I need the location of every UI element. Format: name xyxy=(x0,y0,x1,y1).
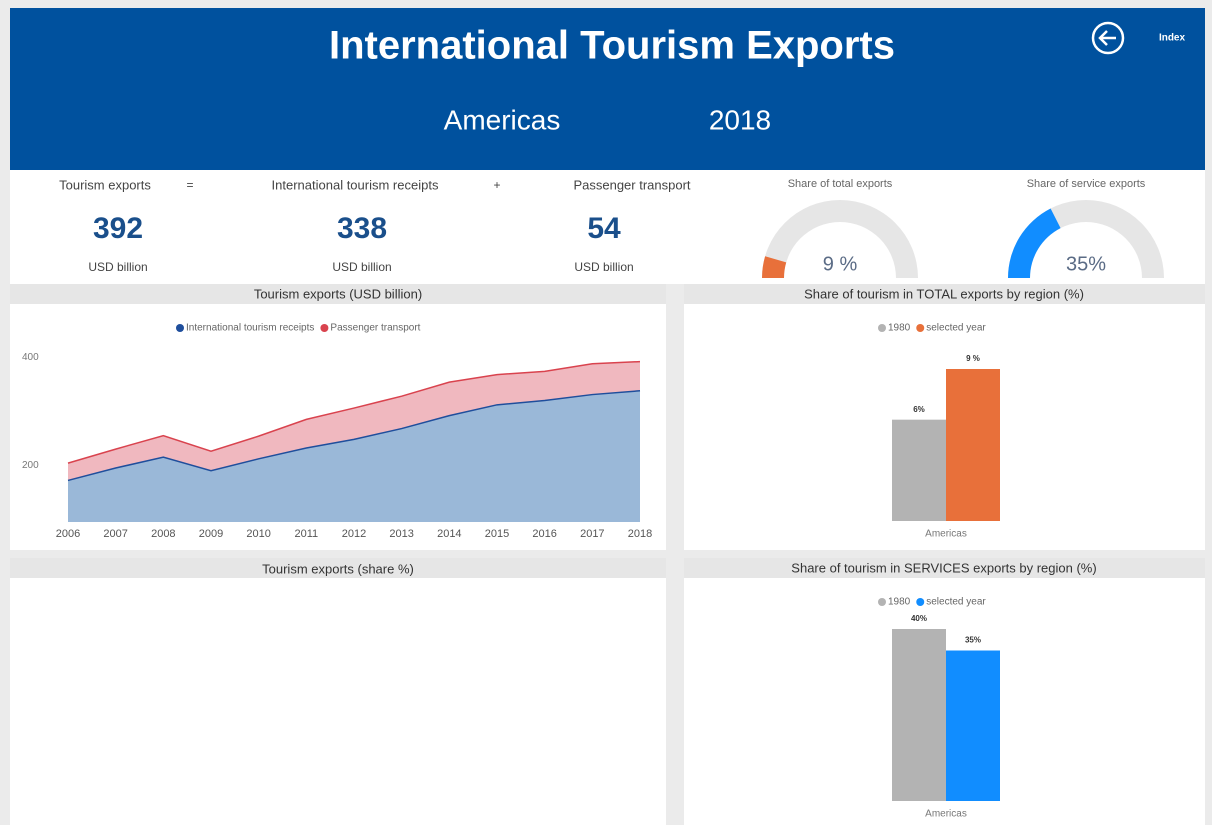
gauge-value: 9 % xyxy=(823,253,858,275)
x-tick-label: 2016 xyxy=(532,528,556,540)
kpi-value: 338 xyxy=(337,212,387,245)
panel-title: Share of tourism in SERVICES exports by … xyxy=(791,560,1096,575)
x-tick-label: 2018 xyxy=(628,528,652,540)
line xyxy=(67,390,641,482)
legend-marker xyxy=(176,324,184,332)
x-tick-label: 2006 xyxy=(56,528,80,540)
kpi-unit: USD billion xyxy=(88,260,147,274)
x-tick-label: Americas xyxy=(925,809,967,820)
x-tick-label: 2012 xyxy=(342,528,366,540)
x-tick-label: 2017 xyxy=(580,528,604,540)
back-button[interactable]: Index xyxy=(1091,21,1186,55)
panel-title: Share of tourism in TOTAL exports by reg… xyxy=(804,286,1084,301)
data-label: 40% xyxy=(911,614,927,623)
panel-title-strip xyxy=(684,284,1205,304)
operator: = xyxy=(186,178,193,192)
bar xyxy=(946,369,1000,521)
data-label: 9 % xyxy=(966,354,980,363)
kpi-label: International tourism receipts xyxy=(272,177,439,192)
x-tick-label: 2007 xyxy=(103,528,127,540)
x-tick-label: 2014 xyxy=(437,528,461,540)
region: Americas xyxy=(444,104,561,135)
page-title: International Tourism Exports xyxy=(329,24,895,68)
legend-label: Passenger transport xyxy=(330,323,420,334)
panel-title: Tourism exports (USD billion) xyxy=(254,286,422,301)
legend-label: 1980 xyxy=(888,597,911,608)
legend-label: International tourism receipts xyxy=(186,323,314,334)
panel-title: Tourism exports (share %) xyxy=(262,561,414,576)
back-label[interactable]: Index xyxy=(1159,33,1186,44)
area xyxy=(68,361,640,481)
kpi-label: Tourism exports xyxy=(59,177,151,192)
x-tick-label: 2015 xyxy=(485,528,509,540)
legend-marker xyxy=(320,324,329,332)
gauge-fill xyxy=(762,256,787,278)
x-tick-label: 2011 xyxy=(295,528,319,540)
panel-title-strip xyxy=(10,284,666,304)
operator: + xyxy=(493,178,500,192)
gauge-value: 35% xyxy=(1066,253,1106,275)
x-tick-label: 2009 xyxy=(199,528,223,540)
kpi-value: 392 xyxy=(93,212,143,245)
panel-title-strip xyxy=(10,558,666,578)
data-label: 35% xyxy=(965,636,981,645)
year: 2018 xyxy=(709,104,771,135)
kpi-band xyxy=(10,170,1205,284)
x-tick-label: Americas xyxy=(925,529,967,540)
legend-label: 1980 xyxy=(888,323,911,334)
gauge-title: Share of service exports xyxy=(1027,178,1146,190)
back-icon xyxy=(1091,21,1125,55)
legend-marker xyxy=(878,598,886,606)
x-tick-label: 2008 xyxy=(151,528,175,540)
bar xyxy=(892,629,946,801)
legend-label: selected year xyxy=(926,323,986,334)
legend-label: selected year xyxy=(926,597,986,608)
kpi-label: Passenger transport xyxy=(573,177,690,192)
gauge-track xyxy=(762,200,918,278)
kpi-value: 54 xyxy=(587,212,621,245)
legend-marker xyxy=(916,324,925,332)
header-band xyxy=(10,8,1205,170)
bar xyxy=(892,419,946,521)
kpi-unit: USD billion xyxy=(332,260,391,274)
gauge-fill xyxy=(1008,208,1061,278)
bar xyxy=(946,650,1000,801)
x-tick-label: 2010 xyxy=(246,528,270,540)
line xyxy=(67,360,641,464)
gauge-title: Share of total exports xyxy=(788,178,893,190)
back-arrow xyxy=(1098,30,1116,46)
legend-marker xyxy=(916,598,925,606)
x-tick-label: 2013 xyxy=(389,528,413,540)
area xyxy=(68,390,640,522)
y-tick-label: 400 xyxy=(22,352,39,363)
panel-title-strip xyxy=(684,558,1205,578)
panel xyxy=(10,558,666,825)
y-tick-label: 200 xyxy=(22,460,39,471)
data-label: 6% xyxy=(913,405,925,414)
kpi-unit: USD billion xyxy=(574,260,633,274)
legend-marker xyxy=(878,324,886,332)
